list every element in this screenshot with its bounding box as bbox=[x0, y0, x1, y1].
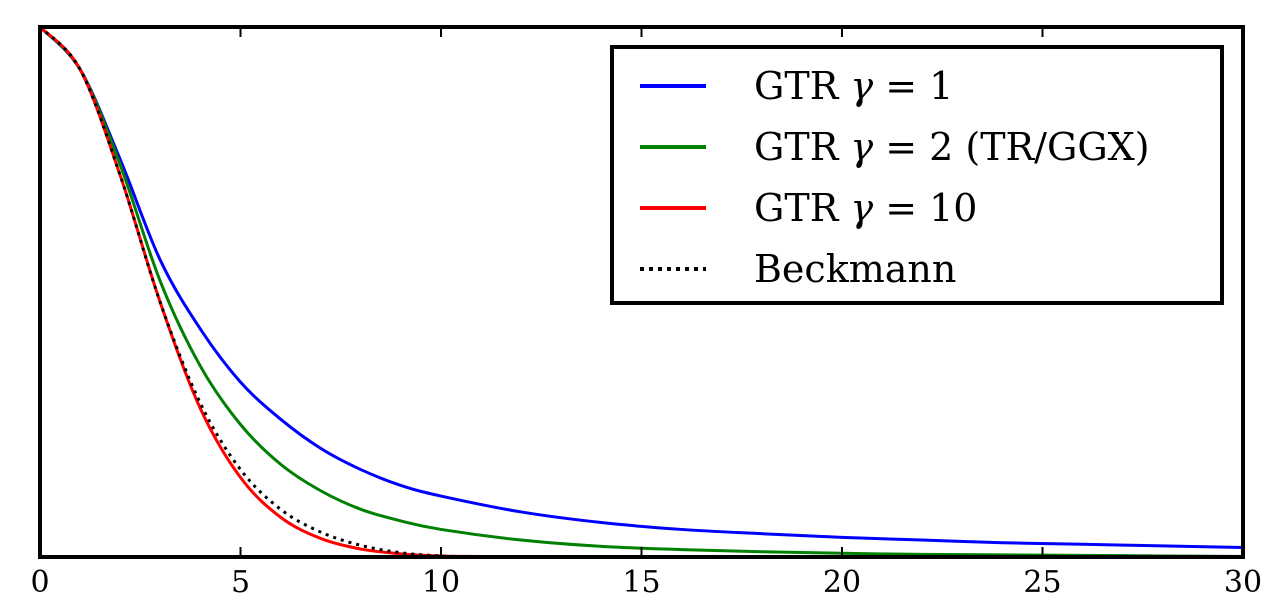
legend-label-3: GTR γ = 10 bbox=[754, 186, 977, 230]
x-tick-label: 10 bbox=[422, 565, 460, 600]
legend-label-4: Beckmann bbox=[754, 247, 956, 291]
x-tick-label: 20 bbox=[823, 565, 861, 600]
legend-label-suffix: = 10 bbox=[873, 186, 977, 230]
legend-label-prefix: GTR bbox=[754, 64, 850, 108]
legend-label-symbol: γ bbox=[850, 125, 873, 169]
series-line-1 bbox=[40, 25, 1243, 549]
series-line-2 bbox=[40, 25, 1243, 557]
legend-label-1: GTR γ = 1 bbox=[754, 64, 953, 108]
legend-label-prefix: GTR bbox=[754, 186, 850, 230]
series-line-4 bbox=[40, 25, 1243, 557]
x-axis-ticks: 0 5 10 15 20 25 30 bbox=[30, 27, 1262, 600]
legend-label-symbol: γ bbox=[850, 64, 873, 108]
legend-label-symbol: γ bbox=[850, 186, 873, 230]
legend-label-prefix: GTR bbox=[754, 125, 850, 169]
legend-label-suffix: = 1 bbox=[873, 64, 953, 108]
legend-label-suffix: = 2 (TR/GGX) bbox=[873, 125, 1149, 169]
legend-label-prefix: Beckmann bbox=[754, 247, 956, 291]
x-tick-label: 25 bbox=[1023, 565, 1061, 600]
x-tick-label: 15 bbox=[622, 565, 660, 600]
x-tick-label: 30 bbox=[1224, 565, 1262, 600]
legend-label-2: GTR γ = 2 (TR/GGX) bbox=[754, 125, 1150, 169]
legend-box bbox=[610, 45, 1224, 305]
x-tick-label: 0 bbox=[30, 565, 49, 600]
series-group bbox=[40, 25, 1243, 557]
x-tick-label: 5 bbox=[231, 565, 250, 600]
